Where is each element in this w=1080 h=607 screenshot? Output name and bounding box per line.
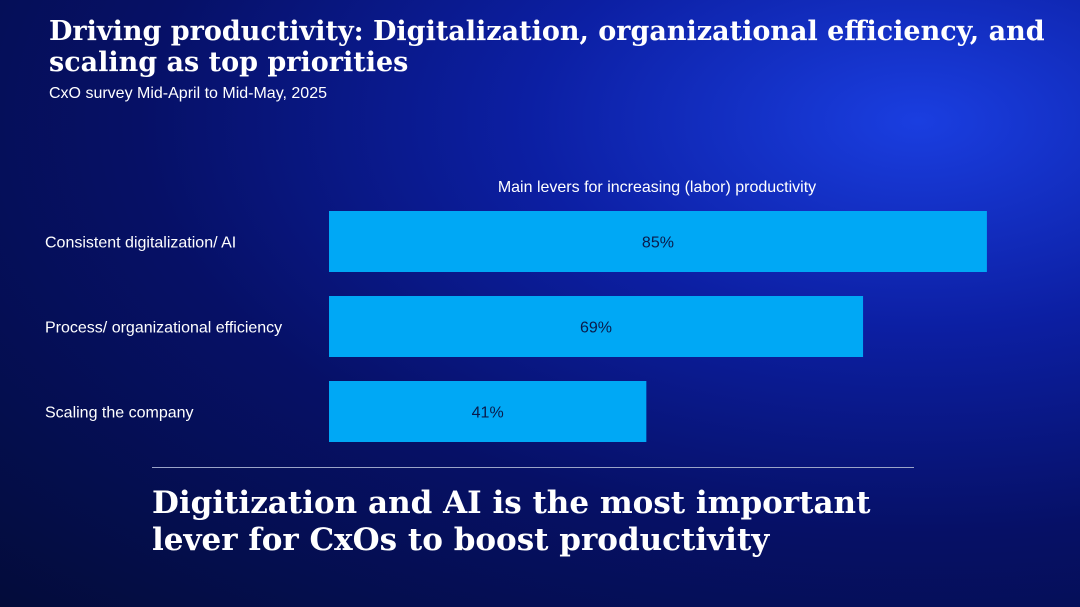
divider [152, 467, 914, 468]
bar-value-label: 69% [580, 320, 612, 337]
bar [329, 211, 987, 272]
bar [329, 381, 647, 442]
slide-subtitle: CxO survey Mid-April to Mid-May, 2025 [49, 85, 327, 102]
category-label: Process/ organizational efficiency [45, 320, 282, 337]
bar-chart: Main levers for increasing (labor) produ… [45, 179, 987, 442]
bar-value-label: 41% [472, 405, 504, 422]
category-label: Scaling the company [45, 405, 194, 422]
bar [329, 296, 864, 357]
slide-title: Driving productivity: Digitalization, or… [49, 16, 1045, 78]
chart-title: Main levers for increasing (labor) produ… [498, 179, 816, 196]
bar-value-label: 85% [642, 235, 674, 252]
category-label: Consistent digitalization/ AI [45, 235, 236, 252]
conclusion-text: Digitization and AI is the most importan… [152, 485, 871, 558]
